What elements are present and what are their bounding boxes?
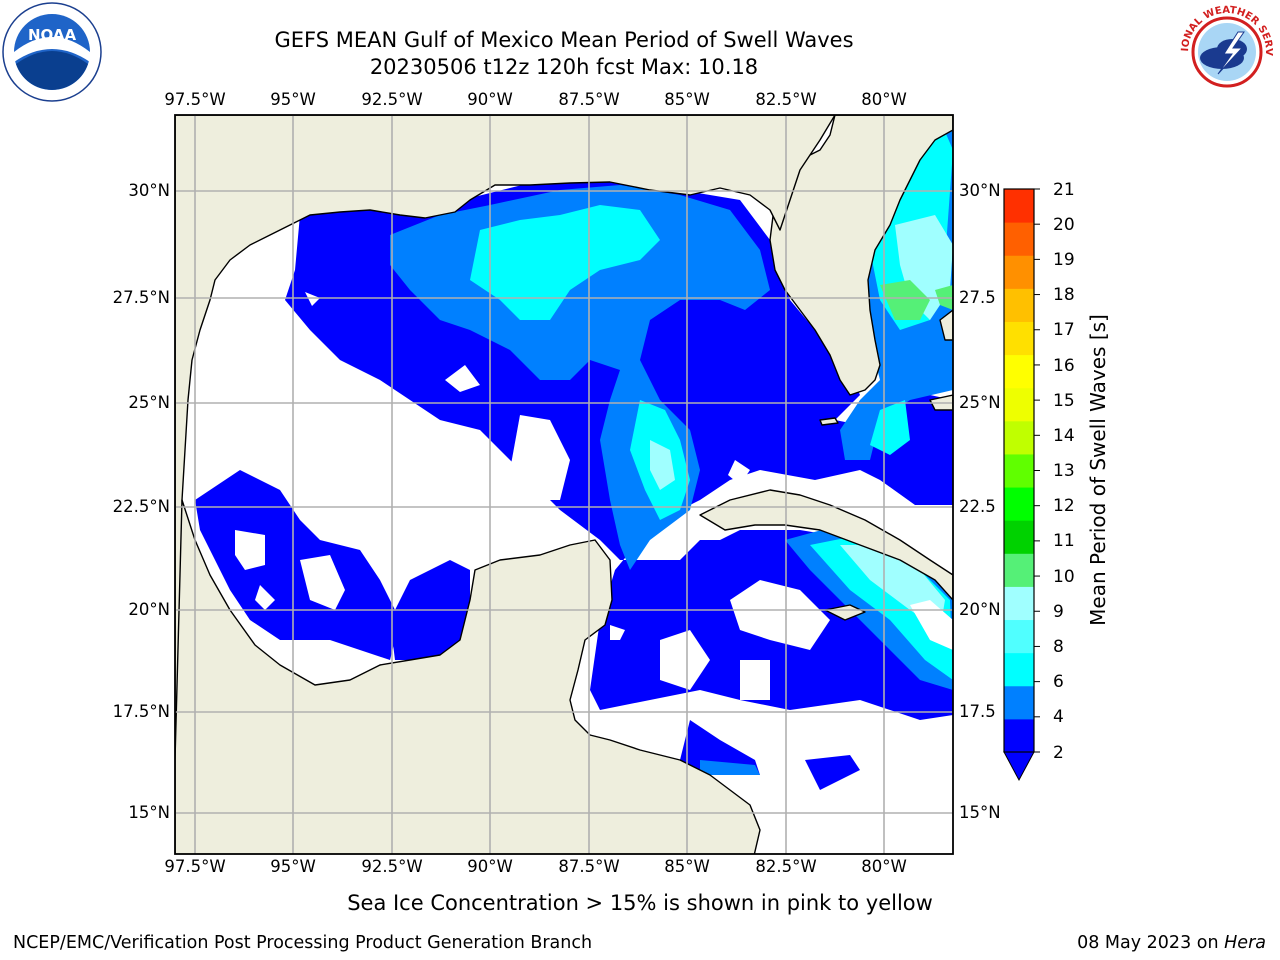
- lon-label-bottom: 97.5°W: [164, 857, 226, 876]
- lat-label-right: 27.5: [959, 288, 996, 307]
- lon-label-bottom: 92.5°W: [361, 857, 423, 876]
- colorbar-tick: 10: [1053, 567, 1075, 587]
- lat-label-left: 22.5°N: [112, 497, 170, 516]
- lon-label-top: 92.5°W: [361, 90, 423, 109]
- colorbar-tick: 16: [1053, 356, 1075, 376]
- colorbar-segment: [1004, 520, 1034, 554]
- footer-date: 08 May 2023 on Hera: [1077, 933, 1266, 953]
- colorbar: [1003, 188, 1040, 782]
- lon-label-top: 85°W: [664, 90, 710, 109]
- colorbar-tick: 17: [1053, 320, 1075, 340]
- map-graticule: [175, 115, 953, 854]
- lat-label-right: 30°N: [959, 181, 1001, 200]
- lat-label-right: 22.5: [959, 497, 996, 516]
- colorbar-segment: [1004, 387, 1034, 422]
- colorbar-tick: 13: [1053, 461, 1075, 481]
- lat-label-right: 20°N: [959, 600, 1001, 619]
- lon-label-bottom: 90°W: [467, 857, 513, 876]
- map-frame: [174, 114, 954, 855]
- lat-label-left: 20°N: [128, 600, 170, 619]
- colorbar-segment: [1004, 288, 1034, 322]
- lat-label-left: 15°N: [128, 803, 170, 822]
- colorbar-segment: [1004, 619, 1034, 654]
- colorbar-segment: [1004, 354, 1034, 389]
- lon-label-bottom: 85°W: [664, 857, 710, 876]
- lat-label-left: 25°N: [128, 393, 170, 412]
- colorbar-tick: 11: [1053, 531, 1075, 551]
- colorbar-tick: 20: [1053, 215, 1075, 235]
- colorbar-segment: [1004, 255, 1034, 289]
- lon-label-top: 90°W: [467, 90, 513, 109]
- lon-label-bottom: 82.5°W: [755, 857, 817, 876]
- lon-label-bottom: 87.5°W: [558, 857, 620, 876]
- colorbar-tick: 4: [1053, 707, 1064, 727]
- nws-logo: NATIONAL WEATHER SERVICE: [1176, 2, 1275, 100]
- svg-text:NOAA: NOAA: [28, 26, 77, 44]
- colorbar-tick: 21: [1053, 180, 1075, 200]
- colorbar-tick: 18: [1053, 285, 1075, 305]
- colorbar-segment: [1004, 553, 1034, 587]
- footer-date-text: 08 May 2023 on: [1077, 933, 1225, 953]
- colorbar-segment: [1004, 420, 1034, 455]
- land-masses: [175, 115, 953, 854]
- colorbar-label: Mean Period of Swell Waves [s]: [1086, 314, 1110, 626]
- sea-ice-note: Sea Ice Concentration > 15% is shown in …: [347, 891, 933, 915]
- colorbar-tick: 8: [1053, 637, 1064, 657]
- footer-credit: NCEP/EMC/Verification Post Processing Pr…: [13, 933, 593, 953]
- chart-subtitle: 20230506 t12z 120h fcst Max: 10.18: [369, 55, 759, 79]
- lon-label-top: 82.5°W: [755, 90, 817, 109]
- colorbar-tick: 19: [1053, 250, 1075, 270]
- colorbar-segment: [1004, 685, 1034, 720]
- colorbar-extend-triangle: [1003, 751, 1035, 782]
- lon-label-bottom: 80°W: [861, 857, 907, 876]
- colorbar-segment: [1004, 487, 1034, 521]
- colorbar-tick: 14: [1053, 426, 1075, 446]
- lat-label-right: 25°N: [959, 393, 1001, 412]
- colorbar-segment: [1004, 222, 1034, 256]
- lon-label-top: 80°W: [861, 90, 907, 109]
- noaa-logo: NOAA: [2, 2, 102, 102]
- colorbar-tick: 12: [1053, 496, 1075, 516]
- colorbar-segment: [1004, 718, 1034, 753]
- colorbar-tick: 9: [1053, 602, 1064, 622]
- colorbar-segment: [1004, 453, 1034, 488]
- lat-label-right: 15°N: [959, 803, 1001, 822]
- lon-label-top: 95°W: [270, 90, 316, 109]
- lon-label-bottom: 95°W: [270, 857, 316, 876]
- lon-label-top: 87.5°W: [558, 90, 620, 109]
- lon-label-top: 97.5°W: [164, 90, 226, 109]
- colorbar-tick: 6: [1053, 672, 1064, 692]
- lat-label-left: 27.5°N: [112, 288, 170, 307]
- colorbar-segment: [1004, 586, 1034, 621]
- lat-label-left: 30°N: [128, 181, 170, 200]
- colorbar-tick: 2: [1053, 743, 1064, 763]
- colorbar-segment: [1004, 189, 1034, 223]
- lat-label-right: 17.5: [959, 702, 996, 721]
- footer-machine: Hera: [1224, 933, 1266, 953]
- colorbar-segment: [1004, 652, 1034, 687]
- lat-label-left: 17.5°N: [112, 702, 170, 721]
- chart-title: GEFS MEAN Gulf of Mexico Mean Period of …: [274, 28, 854, 52]
- colorbar-segment: [1004, 321, 1034, 356]
- colorbar-tick: 15: [1053, 391, 1075, 411]
